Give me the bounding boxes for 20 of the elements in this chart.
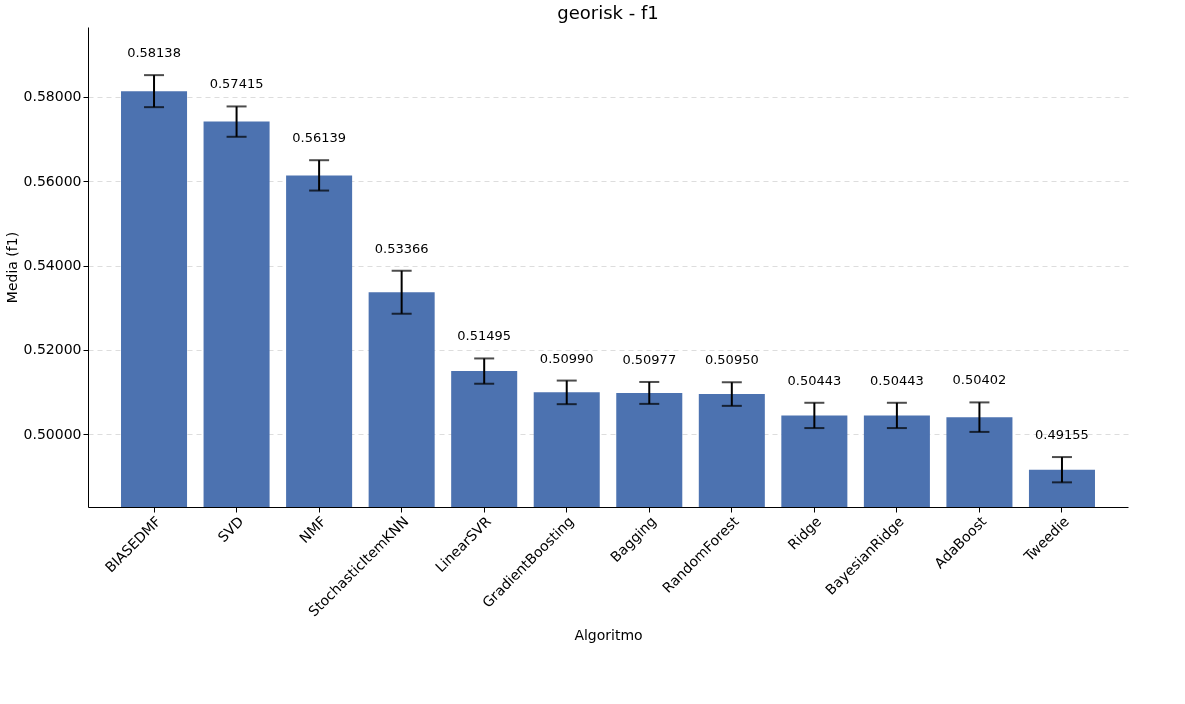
data-label: 0.49155 xyxy=(1035,427,1089,443)
y-tick-label: 0.56000 xyxy=(23,172,82,189)
y-tick-label: 0.54000 xyxy=(23,257,82,274)
x-axis-title: Algoritmo xyxy=(574,627,643,644)
data-label: 0.51495 xyxy=(457,328,512,344)
data-label: 0.57415 xyxy=(209,76,264,92)
data-label: 0.56139 xyxy=(292,130,346,146)
chart-title: georisk - f1 xyxy=(557,2,659,23)
data-label: 0.58138 xyxy=(127,45,181,61)
data-label: 0.50443 xyxy=(787,372,842,388)
y-tick-label: 0.50000 xyxy=(23,425,82,442)
data-label: 0.50990 xyxy=(539,350,594,366)
y-tick-label: 0.52000 xyxy=(23,341,82,358)
data-label: 0.50443 xyxy=(870,372,924,388)
data-label: 0.50950 xyxy=(704,352,759,368)
data-label: 0.53366 xyxy=(374,240,429,256)
data-label: 0.50402 xyxy=(952,372,1007,388)
y-tick-label: 0.58000 xyxy=(23,88,82,105)
y-axis-title: Media (f1) xyxy=(3,231,20,304)
data-label: 0.50977 xyxy=(622,351,677,367)
